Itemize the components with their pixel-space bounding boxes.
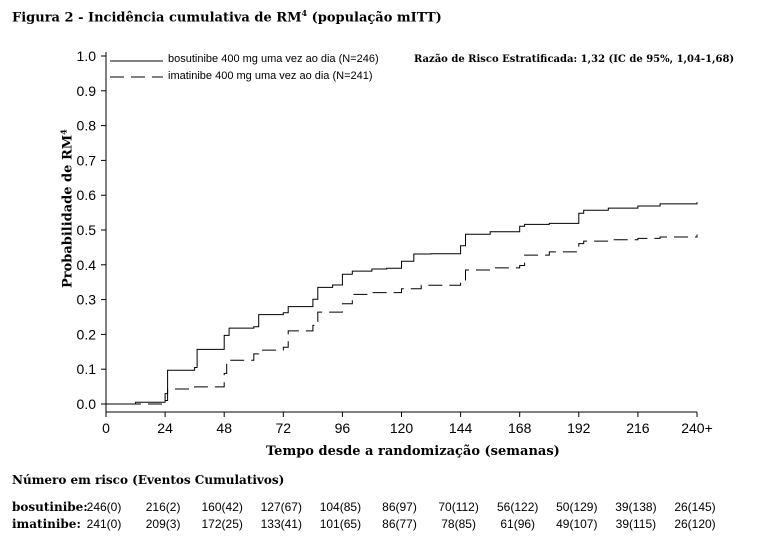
legend-label-imatinib: imatinibe 400 mg uma vez ao dia (N=241) [168,70,373,82]
series-line-imatinib [106,234,698,405]
x-tick-label: 0 [102,420,110,436]
risk-table-cell: 101(65) [319,517,362,531]
risk-table-cell: 160(42) [201,500,243,514]
risk-table-cell: 133(41) [260,517,302,531]
y-tick-label: 0.9 [77,83,97,99]
x-tick-label: 24 [157,420,173,436]
y-tick-label: 0.0 [77,396,97,412]
x-tick-label: 72 [276,420,292,436]
y-tick-label: 0.1 [77,361,97,377]
hazard-ratio-note: Razão de Risco Estratificada: 1,32 (IC d… [414,54,735,65]
risk-table-cell: 50(129) [556,500,598,514]
x-tick-label: 120 [390,420,414,436]
y-tick-label: 0.8 [77,118,97,134]
risk-table-cell: 246(0) [86,500,122,514]
risk-row-label: bosutinibe: [12,500,88,514]
risk-table-title: Número em risco (Eventos Cumulativos) [12,473,285,487]
y-tick-label: 0.2 [77,326,97,342]
x-tick-label: 144 [449,420,473,436]
x-tick-label: 48 [216,420,232,436]
figure-title-superscript: 4 [301,8,308,18]
risk-table-cell: 78(85) [441,517,476,531]
y-tick-label: 0.3 [77,292,97,308]
figure-title: Figura 2 - Incidência cumulativa de RM4 … [12,8,442,25]
risk-table-cell: 86(97) [382,500,417,514]
risk-table-cell: 39(138) [615,500,657,514]
y-tick-label: 0.6 [77,187,97,203]
y-tick-label: 1.0 [77,48,97,64]
risk-table-cell: 241(0) [86,517,122,531]
risk-table-cell: 61(96) [500,517,536,531]
series-line-bosutinib [106,202,698,405]
risk-table-cell: 49(107) [556,517,598,531]
y-axis-label-main: Probabilidade de RM [60,134,76,289]
x-axis-label: Tempo desde a randomização (semanas) [266,444,560,459]
y-tick-label: 0.4 [77,257,97,273]
risk-table-cell: 26(145) [674,500,716,514]
x-tick-label: 192 [567,420,591,436]
risk-table-cell: 86(77) [382,517,417,531]
x-tick-label: 216 [626,420,650,436]
figure-title-main: Figura 2 - Incidência cumulativa de RM [12,10,302,26]
risk-row-label: imatinibe: [12,517,81,531]
risk-table-cell: 56(122) [497,500,539,514]
x-tick-label: 168 [508,420,532,436]
risk-table-cell: 70(112) [438,500,479,514]
figure-title-tail: (população mITT) [307,10,442,26]
y-axis-label-superscript: 4 [58,129,69,135]
y-tick-label: 0.7 [77,152,97,168]
risk-table-cell: 216(2) [145,500,181,514]
y-axis-label: Probabilidade de RM4 [58,124,75,294]
y-tick-label: 0.5 [77,222,97,238]
x-tick-label: 240+ [681,420,713,436]
risk-table-cell: 172(25) [201,517,243,531]
risk-table-cell: 104(85) [319,500,362,514]
risk-table-cell: 127(67) [260,500,302,514]
risk-table-cell: 26(120) [674,517,716,531]
risk-table-cell: 39(115) [615,517,657,531]
legend-label-bosutinib: bosutinibe 400 mg uma vez ao dia (N=246) [168,53,379,65]
risk-table-cell: 209(3) [145,517,181,531]
x-tick-label: 96 [335,420,351,436]
